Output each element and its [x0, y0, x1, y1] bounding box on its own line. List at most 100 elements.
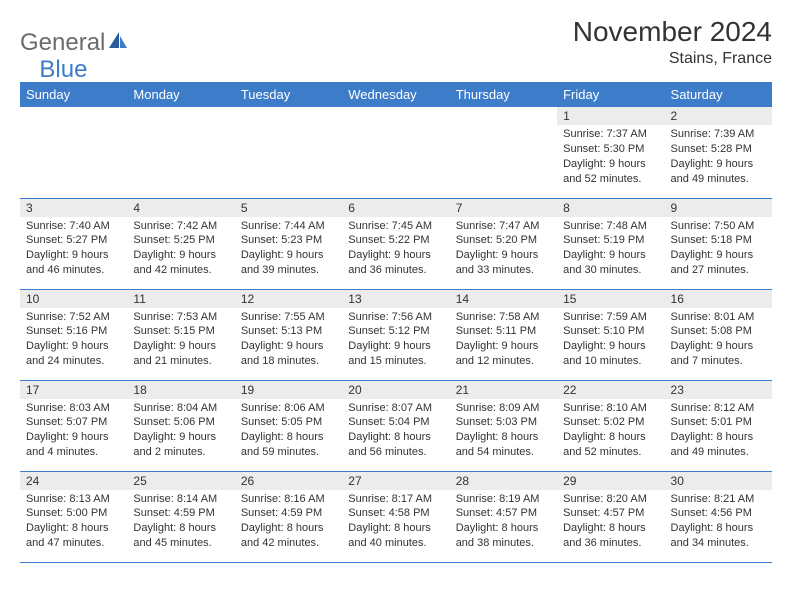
day-number	[450, 107, 557, 125]
day-line: and 38 minutes.	[456, 536, 551, 551]
calendar-cell: 9Sunrise: 7:50 AMSunset: 5:18 PMDaylight…	[665, 198, 772, 289]
day-body: Sunrise: 8:10 AMSunset: 5:02 PMDaylight:…	[557, 399, 664, 464]
day-line: Sunset: 5:18 PM	[671, 233, 766, 248]
day-line: Daylight: 9 hours	[26, 339, 121, 354]
day-line: and 27 minutes.	[671, 263, 766, 278]
day-line: Daylight: 9 hours	[563, 339, 658, 354]
calendar-cell: 29Sunrise: 8:20 AMSunset: 4:57 PMDayligh…	[557, 471, 664, 562]
calendar-cell: 30Sunrise: 8:21 AMSunset: 4:56 PMDayligh…	[665, 471, 772, 562]
day-line: Sunset: 5:25 PM	[133, 233, 228, 248]
day-line: and 18 minutes.	[241, 354, 336, 369]
day-line: and 52 minutes.	[563, 445, 658, 460]
day-body	[127, 125, 234, 131]
day-line: Daylight: 9 hours	[26, 430, 121, 445]
day-number: 8	[557, 199, 664, 217]
day-number: 14	[450, 290, 557, 308]
day-line: Daylight: 9 hours	[348, 248, 443, 263]
day-body: Sunrise: 8:16 AMSunset: 4:59 PMDaylight:…	[235, 490, 342, 555]
day-line: and 42 minutes.	[241, 536, 336, 551]
day-line: Sunrise: 7:44 AM	[241, 219, 336, 234]
day-number: 7	[450, 199, 557, 217]
day-line: and 21 minutes.	[133, 354, 228, 369]
calendar-cell	[342, 107, 449, 198]
day-number: 30	[665, 472, 772, 490]
day-line: Daylight: 9 hours	[456, 339, 551, 354]
day-body: Sunrise: 7:59 AMSunset: 5:10 PMDaylight:…	[557, 308, 664, 373]
day-line: Daylight: 9 hours	[671, 339, 766, 354]
calendar-body: 1Sunrise: 7:37 AMSunset: 5:30 PMDaylight…	[20, 107, 772, 562]
day-number: 13	[342, 290, 449, 308]
day-line: and 39 minutes.	[241, 263, 336, 278]
day-line: Sunrise: 8:13 AM	[26, 492, 121, 507]
day-line: and 15 minutes.	[348, 354, 443, 369]
day-number: 25	[127, 472, 234, 490]
day-line: Daylight: 9 hours	[348, 339, 443, 354]
day-line: and 49 minutes.	[671, 445, 766, 460]
day-line: Daylight: 9 hours	[671, 157, 766, 172]
day-line: Sunset: 4:57 PM	[563, 506, 658, 521]
day-body: Sunrise: 8:12 AMSunset: 5:01 PMDaylight:…	[665, 399, 772, 464]
weekday-header: Thursday	[450, 82, 557, 107]
day-number: 3	[20, 199, 127, 217]
day-line: Daylight: 9 hours	[563, 248, 658, 263]
day-number: 16	[665, 290, 772, 308]
weekday-header: Wednesday	[342, 82, 449, 107]
calendar-cell: 4Sunrise: 7:42 AMSunset: 5:25 PMDaylight…	[127, 198, 234, 289]
calendar-cell	[127, 107, 234, 198]
calendar-cell: 2Sunrise: 7:39 AMSunset: 5:28 PMDaylight…	[665, 107, 772, 198]
day-body	[235, 125, 342, 131]
weekday-header: Sunday	[20, 82, 127, 107]
calendar-cell: 5Sunrise: 7:44 AMSunset: 5:23 PMDaylight…	[235, 198, 342, 289]
day-line: and 52 minutes.	[563, 172, 658, 187]
calendar-cell: 18Sunrise: 8:04 AMSunset: 5:06 PMDayligh…	[127, 380, 234, 471]
day-body: Sunrise: 7:40 AMSunset: 5:27 PMDaylight:…	[20, 217, 127, 282]
day-line: Daylight: 9 hours	[241, 339, 336, 354]
day-line: and 45 minutes.	[133, 536, 228, 551]
page-title: November 2024	[573, 16, 772, 48]
day-number: 4	[127, 199, 234, 217]
day-line: Sunrise: 7:40 AM	[26, 219, 121, 234]
day-line: Sunrise: 8:04 AM	[133, 401, 228, 416]
day-line: and 54 minutes.	[456, 445, 551, 460]
day-line: and 7 minutes.	[671, 354, 766, 369]
day-line: Sunset: 5:02 PM	[563, 415, 658, 430]
calendar-cell: 20Sunrise: 8:07 AMSunset: 5:04 PMDayligh…	[342, 380, 449, 471]
day-body: Sunrise: 7:48 AMSunset: 5:19 PMDaylight:…	[557, 217, 664, 282]
calendar-cell	[450, 107, 557, 198]
day-body: Sunrise: 7:37 AMSunset: 5:30 PMDaylight:…	[557, 125, 664, 190]
logo-word-2: Blue	[39, 56, 87, 84]
day-line: Sunset: 5:05 PM	[241, 415, 336, 430]
day-line: Sunrise: 7:37 AM	[563, 127, 658, 142]
day-number	[127, 107, 234, 125]
day-line: Sunset: 5:10 PM	[563, 324, 658, 339]
weekday-header: Tuesday	[235, 82, 342, 107]
day-number: 26	[235, 472, 342, 490]
day-line: Daylight: 8 hours	[563, 521, 658, 536]
day-line: Sunset: 5:11 PM	[456, 324, 551, 339]
day-line: Sunrise: 8:14 AM	[133, 492, 228, 507]
day-number: 15	[557, 290, 664, 308]
day-line: Sunrise: 7:56 AM	[348, 310, 443, 325]
day-body: Sunrise: 8:19 AMSunset: 4:57 PMDaylight:…	[450, 490, 557, 555]
day-line: and 59 minutes.	[241, 445, 336, 460]
day-number: 27	[342, 472, 449, 490]
day-line: Sunset: 5:03 PM	[456, 415, 551, 430]
day-line: Sunset: 5:20 PM	[456, 233, 551, 248]
calendar-cell: 11Sunrise: 7:53 AMSunset: 5:15 PMDayligh…	[127, 289, 234, 380]
day-body: Sunrise: 7:44 AMSunset: 5:23 PMDaylight:…	[235, 217, 342, 282]
calendar-cell: 25Sunrise: 8:14 AMSunset: 4:59 PMDayligh…	[127, 471, 234, 562]
day-line: and 24 minutes.	[26, 354, 121, 369]
calendar-cell: 24Sunrise: 8:13 AMSunset: 5:00 PMDayligh…	[20, 471, 127, 562]
day-line: Sunset: 4:57 PM	[456, 506, 551, 521]
day-body: Sunrise: 7:45 AMSunset: 5:22 PMDaylight:…	[342, 217, 449, 282]
logo-word-1: General	[20, 29, 105, 57]
day-body: Sunrise: 8:14 AMSunset: 4:59 PMDaylight:…	[127, 490, 234, 555]
day-line: Sunrise: 7:50 AM	[671, 219, 766, 234]
day-line: and 40 minutes.	[348, 536, 443, 551]
day-number: 22	[557, 381, 664, 399]
day-line: and 30 minutes.	[563, 263, 658, 278]
day-number	[20, 107, 127, 125]
day-line: Sunset: 5:00 PM	[26, 506, 121, 521]
day-number: 17	[20, 381, 127, 399]
day-number: 23	[665, 381, 772, 399]
